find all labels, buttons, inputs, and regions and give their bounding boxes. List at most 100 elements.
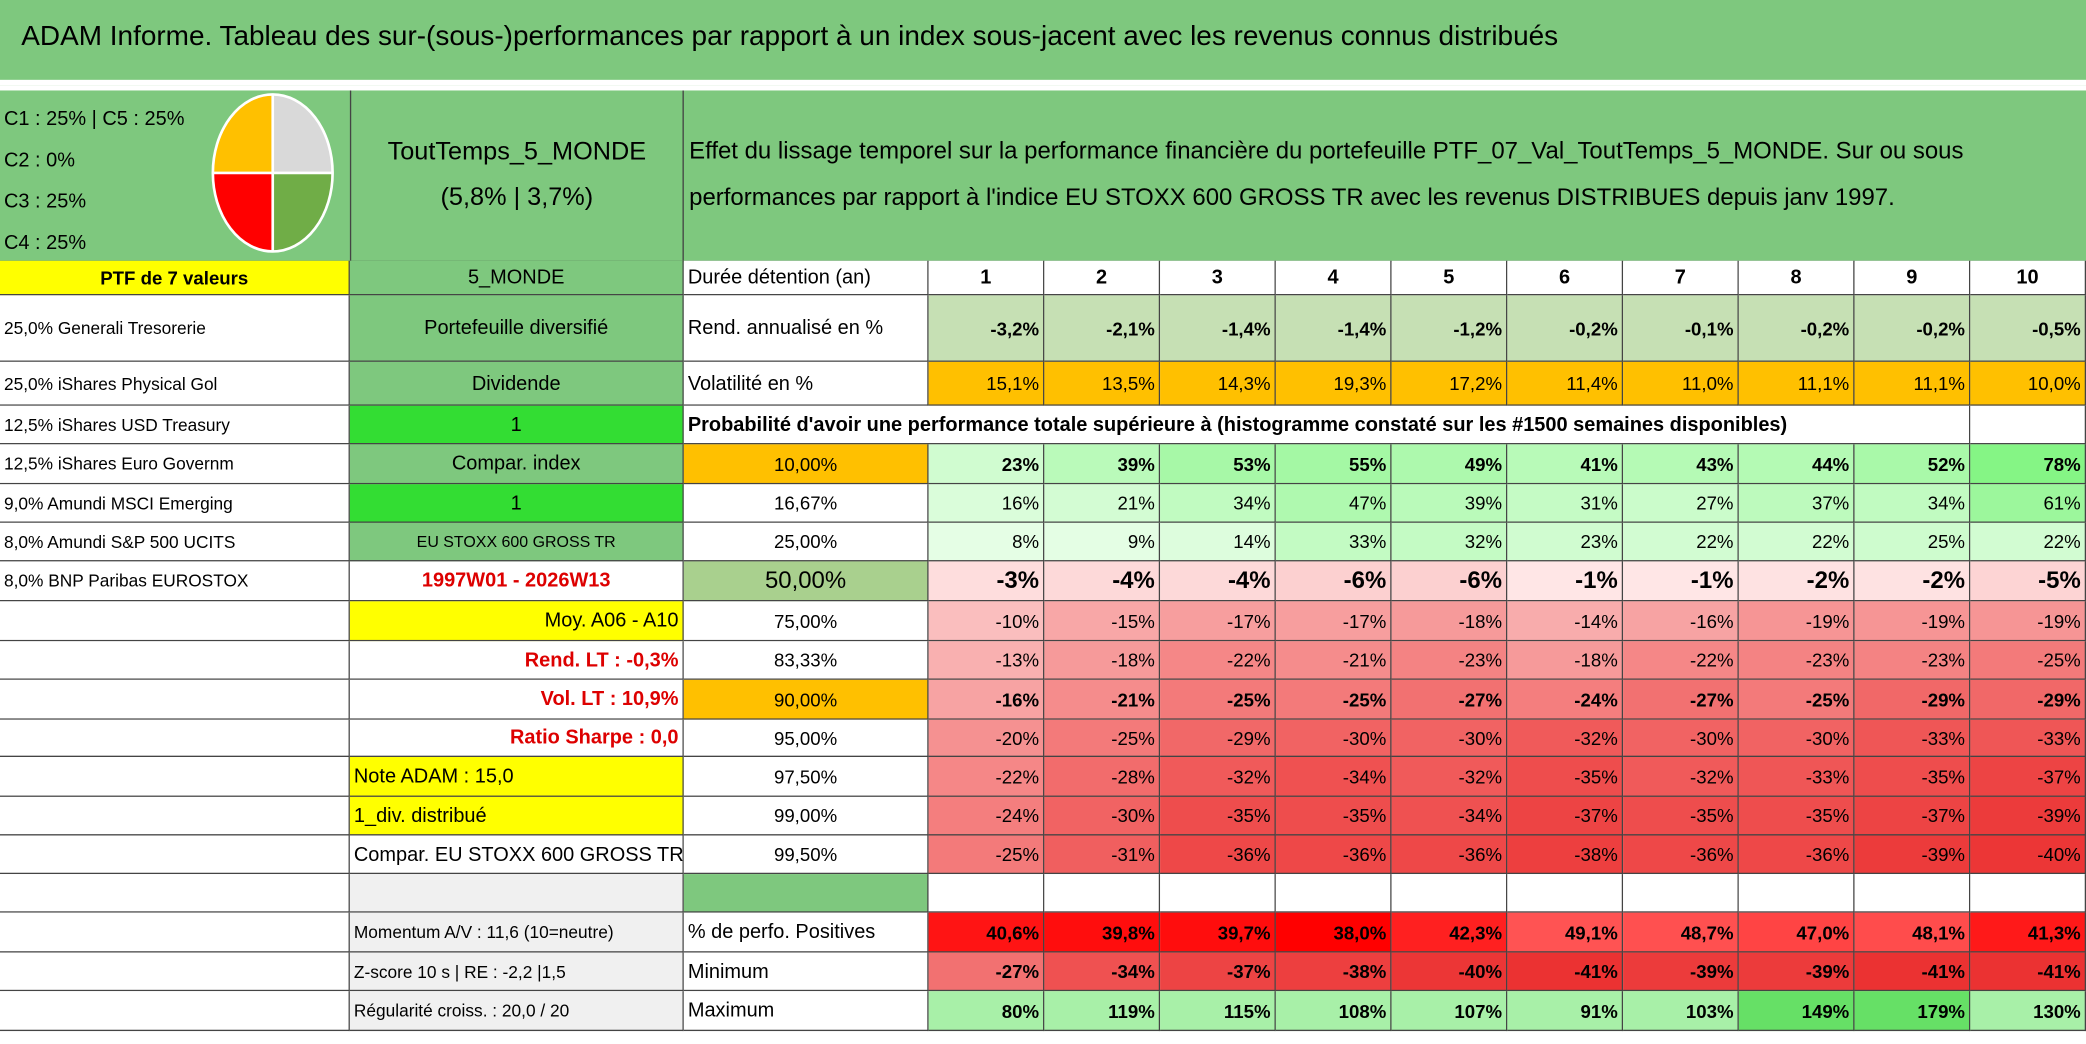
value-cell: -32% bbox=[1507, 719, 1624, 757]
value-cell: -28% bbox=[1044, 756, 1161, 797]
value-cell: 48,1% bbox=[1854, 912, 1971, 953]
slice bbox=[212, 172, 273, 252]
slice bbox=[272, 172, 333, 252]
value-cell: -2% bbox=[1854, 561, 1971, 602]
value-cell: -0,2% bbox=[1738, 295, 1855, 362]
value-cell: 9 bbox=[1854, 260, 1971, 296]
holding-cell: 8,0% BNP Paribas EUROSTOX bbox=[0, 561, 350, 602]
holding-cell bbox=[0, 991, 350, 1032]
value-cell: -39% bbox=[1738, 952, 1855, 992]
value-cell: -1% bbox=[1507, 561, 1624, 602]
value-cell: -0,2% bbox=[1854, 295, 1971, 362]
label-cell: Moy. A06 - A10 bbox=[349, 601, 684, 642]
metric-cell: 10,00% bbox=[683, 444, 929, 485]
value-cell: 80% bbox=[928, 991, 1045, 1032]
value-cell: -41% bbox=[1507, 952, 1624, 992]
holding-cell: 8,0% Amundi S&P 500 UCITS bbox=[0, 522, 350, 562]
value-cell: -35% bbox=[1854, 756, 1971, 797]
holding-cell bbox=[0, 952, 350, 992]
value-cell: -13% bbox=[928, 641, 1045, 680]
label-cell: Compar. index bbox=[349, 444, 684, 485]
value-cell: -33% bbox=[1738, 756, 1855, 797]
value-cell: 38,0% bbox=[1275, 912, 1392, 953]
value-cell: -22% bbox=[1160, 641, 1276, 680]
value-cell: 55% bbox=[1275, 444, 1392, 485]
value-cell: -27% bbox=[1623, 679, 1739, 720]
value-cell: -39% bbox=[1970, 796, 2086, 836]
label-cell: EU STOXX 600 GROSS TR bbox=[349, 522, 684, 562]
label-cell: Momentum A/V : 11,6 (10=neutre) bbox=[349, 912, 684, 953]
value-cell: 19,3% bbox=[1275, 361, 1392, 406]
label-cell: 1 bbox=[349, 484, 684, 523]
metric-cell: Rend. annualisé en % bbox=[683, 295, 929, 362]
value-cell: 16% bbox=[928, 484, 1045, 523]
value-cell: 39,8% bbox=[1044, 912, 1161, 953]
value-cell: -4% bbox=[1044, 561, 1161, 602]
value-cell: 10 bbox=[1970, 260, 2086, 296]
value-cell: 22% bbox=[1623, 522, 1739, 562]
metric-cell: Durée détention (an) bbox=[683, 260, 929, 296]
value-cell: -33% bbox=[1854, 719, 1971, 757]
value-cell: 1 bbox=[928, 260, 1045, 296]
value-cell: -34% bbox=[1275, 756, 1392, 797]
header-band bbox=[0, 90, 2086, 263]
value-cell: -16% bbox=[1623, 601, 1739, 642]
value-cell: -25% bbox=[1044, 719, 1161, 757]
value-cell: -1% bbox=[1623, 561, 1739, 602]
value-cell: -14% bbox=[1507, 601, 1624, 642]
value-cell: -34% bbox=[1044, 952, 1161, 992]
value-cell: -1,4% bbox=[1160, 295, 1276, 362]
value-cell: 3 bbox=[1160, 260, 1276, 296]
value-cell: -21% bbox=[1044, 679, 1161, 720]
value-cell bbox=[1970, 874, 2086, 913]
value-cell: -17% bbox=[1160, 601, 1276, 642]
value-cell: -19% bbox=[1854, 601, 1971, 642]
value-cell: 149% bbox=[1738, 991, 1855, 1032]
value-cell: 6 bbox=[1507, 260, 1624, 296]
value-cell: 25% bbox=[1854, 522, 1971, 562]
value-cell: -29% bbox=[1854, 679, 1971, 720]
holding-cell bbox=[0, 601, 350, 642]
holding-cell: 9,0% Amundi MSCI Emerging bbox=[0, 484, 350, 523]
value-cell: 108% bbox=[1275, 991, 1392, 1032]
metric-cell: Minimum bbox=[683, 952, 929, 992]
value-cell bbox=[928, 874, 1045, 913]
title: ADAM Informe. Tableau des sur-(sous-)per… bbox=[21, 21, 1559, 52]
value-cell: 17,2% bbox=[1391, 361, 1508, 406]
value-cell: -32% bbox=[1391, 756, 1508, 797]
value-cell: -6% bbox=[1275, 561, 1392, 602]
value-cell bbox=[1391, 874, 1508, 913]
label-cell: Rend. LT : -0,3% bbox=[349, 641, 684, 680]
value-cell bbox=[1160, 874, 1276, 913]
value-cell: 23% bbox=[1507, 522, 1624, 562]
value-cell: 11,0% bbox=[1623, 361, 1739, 406]
slice bbox=[272, 94, 333, 173]
value-cell: 27% bbox=[1623, 484, 1739, 523]
value-cell: -31% bbox=[1044, 835, 1161, 875]
value-cell bbox=[1275, 874, 1392, 913]
value-cell: -30% bbox=[1623, 719, 1739, 757]
value-cell: 2 bbox=[1044, 260, 1161, 296]
value-cell: -22% bbox=[1623, 641, 1739, 680]
value-cell: -29% bbox=[1160, 719, 1276, 757]
value-cell: 31% bbox=[1507, 484, 1624, 523]
value-cell: -5% bbox=[1970, 561, 2086, 602]
value-cell: 13,5% bbox=[1044, 361, 1161, 406]
value-cell: 130% bbox=[1970, 991, 2086, 1032]
value-cell: 39% bbox=[1391, 484, 1508, 523]
value-cell: -32% bbox=[1623, 756, 1739, 797]
holding-cell bbox=[0, 874, 350, 913]
value-cell: -2,1% bbox=[1044, 295, 1161, 362]
holding-cell: PTF de 7 valeurs bbox=[0, 260, 350, 296]
label-cell: Note ADAM : 15,0 bbox=[349, 756, 684, 797]
portfolio-stats: (5,8% | 3,7%) bbox=[440, 183, 594, 212]
value-cell: 4 bbox=[1275, 260, 1392, 296]
value-cell: -30% bbox=[1044, 796, 1161, 836]
value-cell: -40% bbox=[1970, 835, 2086, 875]
value-cell: -36% bbox=[1623, 835, 1739, 875]
value-cell: -16% bbox=[928, 679, 1045, 720]
value-cell: 42,3% bbox=[1391, 912, 1508, 953]
value-cell: -24% bbox=[1507, 679, 1624, 720]
holding-cell bbox=[0, 912, 350, 953]
